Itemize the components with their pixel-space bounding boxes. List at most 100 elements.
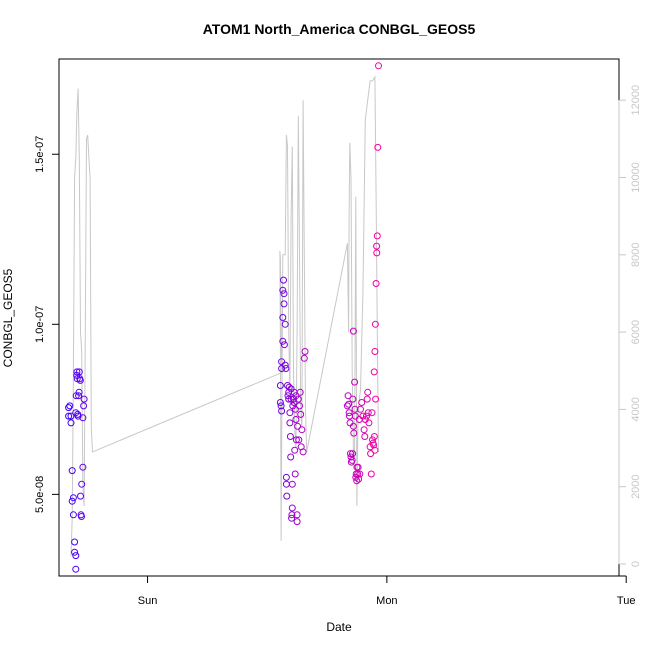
y2-tick-label: 6000 xyxy=(630,320,642,344)
data-point xyxy=(291,405,299,413)
plot-frame xyxy=(58,58,620,577)
data-point xyxy=(276,399,284,406)
data-point xyxy=(355,475,363,483)
data-point xyxy=(364,388,372,396)
data-point xyxy=(288,480,296,488)
data-point xyxy=(72,552,80,560)
data-point xyxy=(280,276,287,284)
data-point xyxy=(293,518,301,526)
data-point xyxy=(296,402,303,410)
data-point xyxy=(291,470,299,478)
data-point xyxy=(365,419,373,427)
altitude-line xyxy=(70,75,379,557)
data-point xyxy=(287,453,295,461)
data-point xyxy=(367,450,375,458)
data-point xyxy=(371,348,379,355)
data-point xyxy=(368,409,376,417)
data-point xyxy=(375,62,382,70)
data-point xyxy=(75,392,83,400)
data-point xyxy=(77,492,84,500)
data-point xyxy=(349,422,357,430)
data-point xyxy=(72,565,80,573)
data-point xyxy=(279,286,287,294)
data-point xyxy=(297,410,305,418)
data-point xyxy=(67,419,75,427)
data-point xyxy=(288,514,296,522)
data-point xyxy=(281,361,289,369)
x-axis: Sun Mon Tue xyxy=(138,575,635,607)
data-point xyxy=(298,426,306,434)
y-tick-label: 1.0e-07 xyxy=(34,306,46,343)
data-point xyxy=(68,467,76,475)
data-point xyxy=(292,436,300,444)
data-point xyxy=(348,456,356,464)
data-point xyxy=(286,419,294,427)
data-point xyxy=(296,388,304,396)
data-point xyxy=(282,480,290,488)
data-point xyxy=(349,450,357,458)
data-point xyxy=(290,399,298,406)
data-point xyxy=(286,409,294,417)
data-point xyxy=(374,143,382,151)
data-point xyxy=(67,412,75,420)
data-point xyxy=(280,341,288,349)
altitude-series-line xyxy=(70,75,379,557)
data-point xyxy=(373,232,381,240)
data-point xyxy=(370,368,378,376)
data-point xyxy=(80,402,88,410)
data-point xyxy=(294,422,302,430)
data-point xyxy=(285,383,293,391)
data-point xyxy=(76,376,84,384)
data-point xyxy=(65,404,73,412)
data-point xyxy=(370,441,378,449)
data-point xyxy=(295,436,303,444)
data-point xyxy=(75,368,83,376)
data-point xyxy=(301,348,309,355)
y2-tick-label: 4000 xyxy=(630,397,642,421)
data-point xyxy=(356,470,364,478)
data-point xyxy=(361,433,369,440)
data-point xyxy=(80,395,88,403)
x-tick-label: Mon xyxy=(376,595,397,607)
data-point xyxy=(349,395,357,403)
data-point xyxy=(277,402,285,410)
y2-tick-label: 2000 xyxy=(630,474,642,498)
data-point xyxy=(345,409,353,417)
data-point xyxy=(66,402,74,410)
data-point xyxy=(276,382,284,389)
data-point xyxy=(372,395,380,403)
data-point xyxy=(74,412,82,420)
data-point xyxy=(351,378,359,386)
data-point xyxy=(357,405,364,413)
data-point xyxy=(369,436,376,444)
data-point xyxy=(354,470,362,478)
data-point xyxy=(344,392,352,400)
data-point xyxy=(291,446,299,454)
data-point xyxy=(370,433,378,440)
x-tick-label: Sun xyxy=(138,595,158,607)
data-point xyxy=(71,538,79,546)
data-point xyxy=(364,409,372,417)
data-point xyxy=(69,511,77,519)
data-point xyxy=(279,337,287,345)
data-point xyxy=(373,249,381,257)
data-point xyxy=(280,300,288,308)
y-tick-label: 5.0e-08 xyxy=(34,476,46,513)
data-points xyxy=(65,62,382,573)
data-point xyxy=(360,426,368,434)
data-point xyxy=(371,320,379,328)
data-point xyxy=(79,414,87,422)
data-point xyxy=(279,314,287,321)
data-point xyxy=(358,399,366,406)
data-point xyxy=(75,388,83,396)
data-point xyxy=(282,473,290,481)
x-axis-label: Date xyxy=(326,620,352,634)
data-point xyxy=(349,327,357,335)
data-point xyxy=(363,412,370,420)
y-axis-label: CONBGL_GEOS5 xyxy=(1,268,15,367)
data-point xyxy=(68,497,76,505)
data-point xyxy=(281,320,289,328)
data-point xyxy=(285,395,293,403)
data-point xyxy=(372,280,380,287)
